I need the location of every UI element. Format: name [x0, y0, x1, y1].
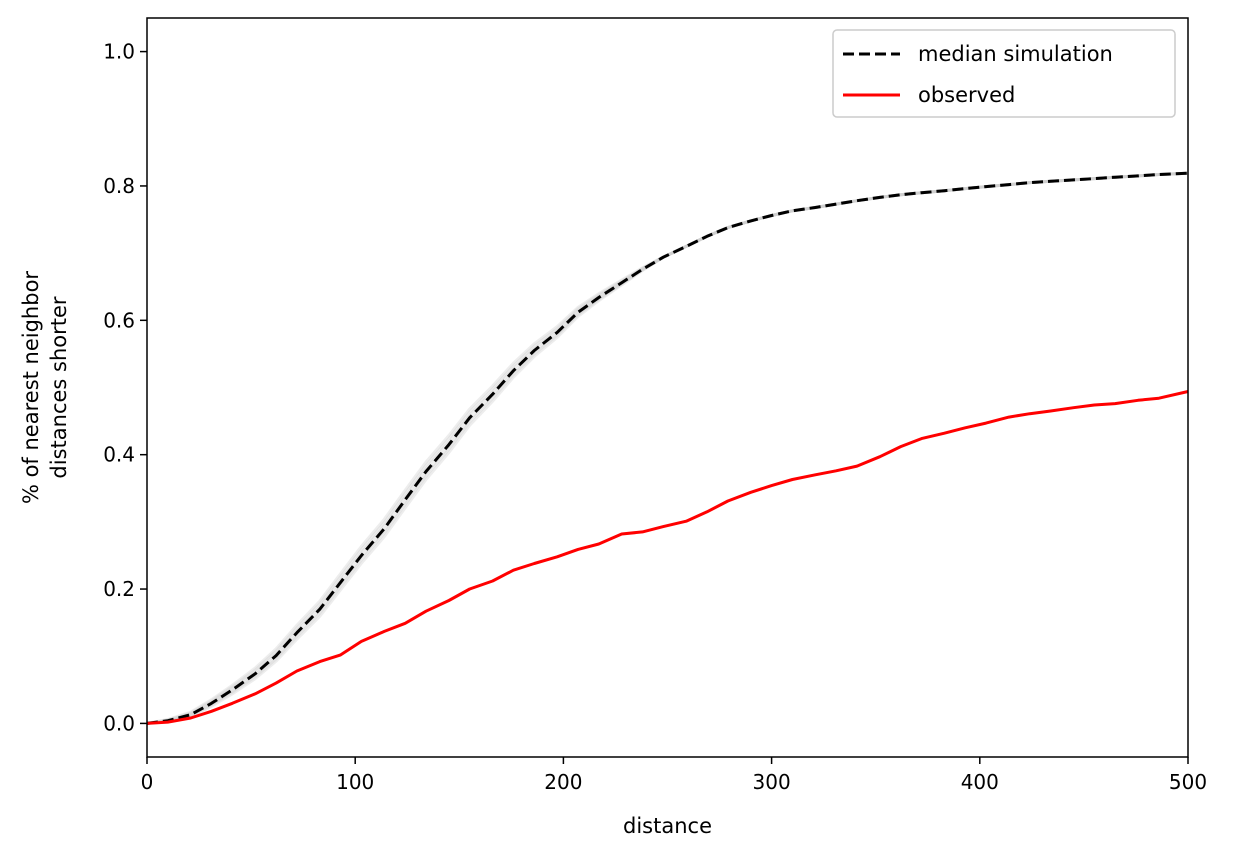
legend: median simulation observed — [832, 29, 1176, 118]
x-tick-label: 0 — [141, 770, 154, 794]
x-tick-label: 100 — [336, 770, 374, 794]
plot-frame — [146, 17, 1189, 758]
y-tick-label: 0.2 — [103, 577, 135, 601]
y-tick-label: 0.0 — [103, 711, 135, 735]
series-line-observed — [146, 390, 1189, 725]
y-tick-label: 0.6 — [103, 308, 135, 332]
x-tick-label: 200 — [544, 770, 582, 794]
legend-label-median-simulation: median simulation — [918, 42, 1113, 66]
legend-box — [832, 29, 1176, 118]
y-axis: 0.0 0.2 0.4 0.6 0.8 1.0 — [103, 40, 147, 735]
y-axis-label-line-2: distances shorter — [47, 296, 71, 478]
x-axis: 0 100 200 300 400 500 — [141, 757, 1207, 794]
series-line-median-simulation — [146, 171, 1189, 725]
x-tick-label: 300 — [753, 770, 791, 794]
series-lines — [146, 171, 1189, 725]
x-tick-label: 400 — [961, 770, 999, 794]
y-axis-label-line-1: % of nearest neighbor — [19, 271, 43, 504]
y-tick-label: 0.4 — [103, 443, 135, 467]
y-tick-label: 0.8 — [103, 174, 135, 198]
x-tick-label: 500 — [1169, 770, 1207, 794]
legend-label-observed: observed — [918, 83, 1015, 107]
x-axis-label: distance — [623, 814, 712, 838]
y-tick-label: 1.0 — [103, 40, 135, 64]
